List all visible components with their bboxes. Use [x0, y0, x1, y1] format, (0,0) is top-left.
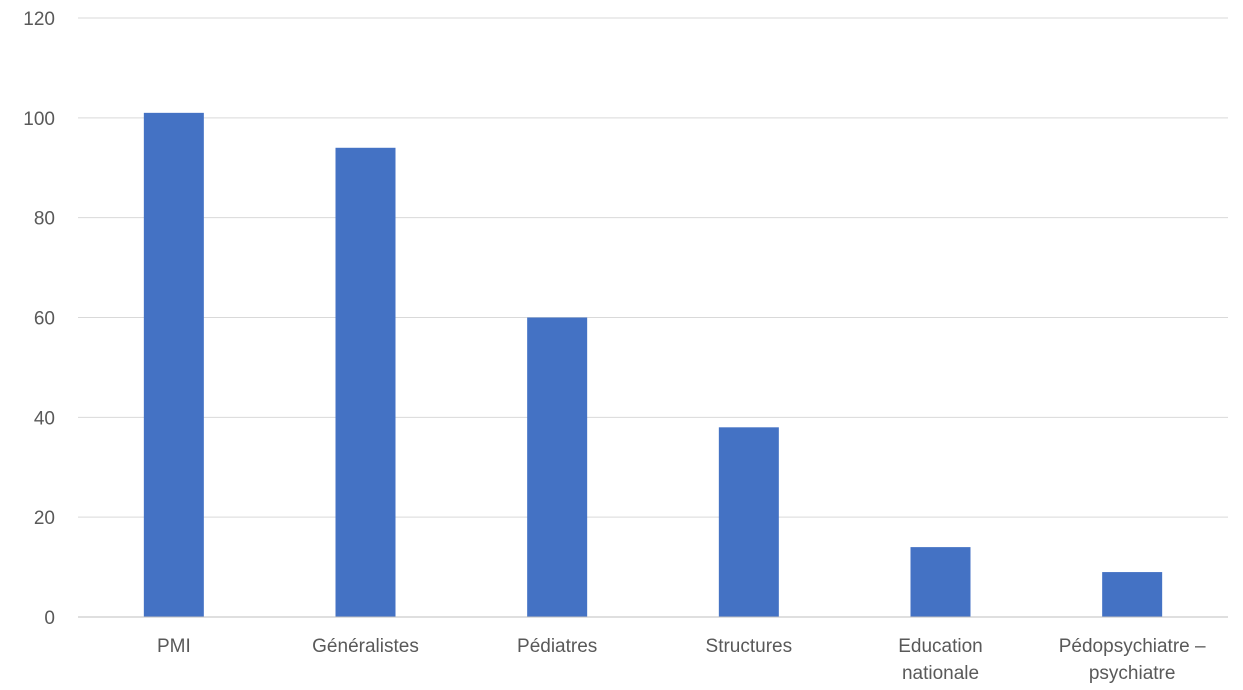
x-axis-category-labels: PMI Généralistes Pédiatres Structures Educat…	[157, 636, 1206, 684]
x-tick-label-line: psychiatre	[1089, 663, 1176, 684]
bar	[718, 427, 779, 617]
y-tick-label: 60	[34, 309, 55, 330]
y-tick-label: 20	[34, 508, 55, 529]
x-tick-label: Structures	[706, 636, 793, 657]
x-tick-label-line: Pédiatres	[517, 636, 597, 657]
x-tick-label: Pédiatres	[517, 636, 597, 657]
bar	[527, 317, 588, 617]
x-tick-label-line: nationale	[902, 663, 979, 684]
x-tick-label-line: Education	[898, 636, 983, 657]
y-axis-tick-labels: 0 20 40 60 80 100 120	[23, 9, 55, 629]
x-tick-label: Généralistes	[312, 636, 419, 657]
x-tick-label-line: Structures	[706, 636, 793, 657]
bar	[143, 112, 204, 617]
y-tick-label: 0	[44, 608, 55, 629]
bars	[143, 112, 1163, 618]
y-tick-label: 40	[34, 408, 55, 429]
x-tick-label: Pédopsychiatre – psychiatre	[1059, 636, 1206, 684]
bar	[335, 147, 396, 618]
x-tick-label-line: PMI	[157, 636, 191, 657]
x-tick-label-line: Pédopsychiatre –	[1059, 636, 1206, 657]
x-tick-label: PMI	[157, 636, 191, 657]
y-tick-label: 100	[23, 109, 55, 130]
y-tick-label: 80	[34, 209, 55, 230]
x-tick-label: Education nationale	[898, 636, 983, 684]
x-tick-label-line: Généralistes	[312, 636, 419, 657]
gridlines	[78, 17, 1228, 518]
bar	[910, 547, 971, 617]
bar	[1102, 572, 1163, 617]
y-tick-label: 120	[23, 9, 55, 30]
